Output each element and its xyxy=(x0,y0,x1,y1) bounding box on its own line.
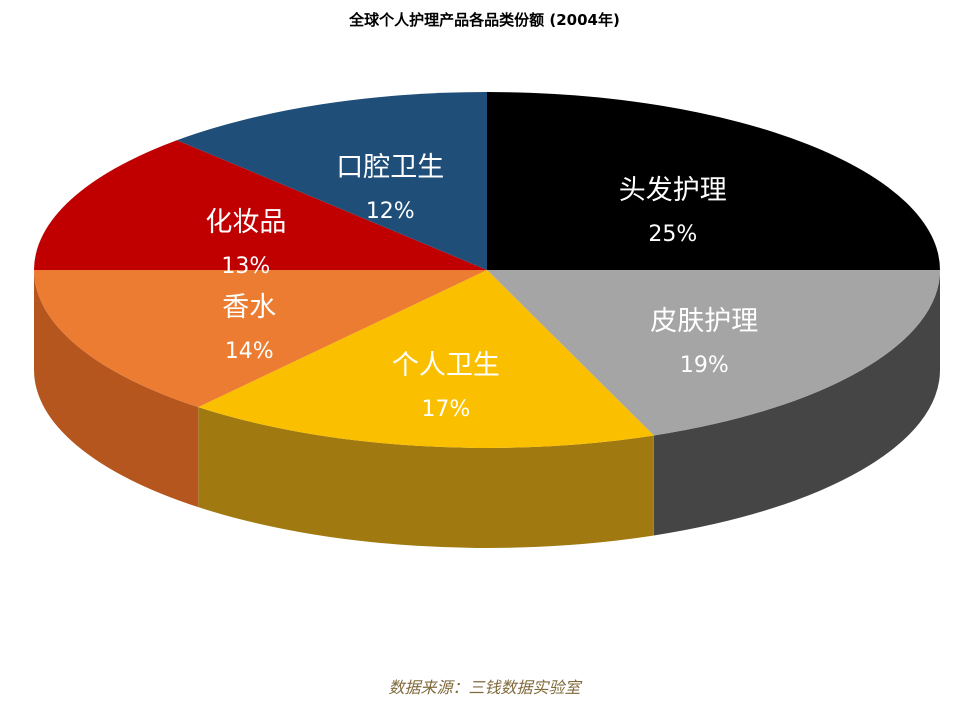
slice-side-3 xyxy=(33,270,199,508)
slice-5 xyxy=(176,92,488,270)
slice-label-1: 皮肤护理 xyxy=(650,306,758,337)
pie-labels: 头发护理 25% 皮肤护理 19% 个人卫生 17% 香水 14% 化妆品 13% 口腔卫生 12% xyxy=(205,152,758,422)
slice-label-0: 头发护理 xyxy=(619,175,727,206)
slice-0 xyxy=(487,92,940,270)
slice-value-4: 13% xyxy=(221,254,270,279)
slice-label-2: 个人卫生 xyxy=(392,350,500,381)
slice-1 xyxy=(487,270,940,436)
chart-title: 全球个人护理产品各品类份额 (2004年) xyxy=(349,11,620,29)
slice-label-4: 化妆品 xyxy=(205,207,286,238)
data-source-note: 数据来源：三钱数据实验室 xyxy=(388,678,581,697)
slice-value-5: 12% xyxy=(366,199,415,224)
slice-value-2: 17% xyxy=(421,397,470,422)
pie-depth xyxy=(33,270,940,548)
slice-value-1: 19% xyxy=(680,353,729,378)
pie-slices xyxy=(33,92,940,449)
slice-label-3: 香水 xyxy=(222,292,276,323)
slice-2 xyxy=(198,270,654,449)
slice-value-3: 14% xyxy=(225,339,274,364)
slice-4 xyxy=(34,140,487,270)
slice-3 xyxy=(33,270,487,408)
slice-value-0: 25% xyxy=(648,222,697,247)
slice-side-2 xyxy=(198,407,654,548)
slice-label-5: 口腔卫生 xyxy=(336,152,444,183)
slice-side-1 xyxy=(653,270,940,536)
